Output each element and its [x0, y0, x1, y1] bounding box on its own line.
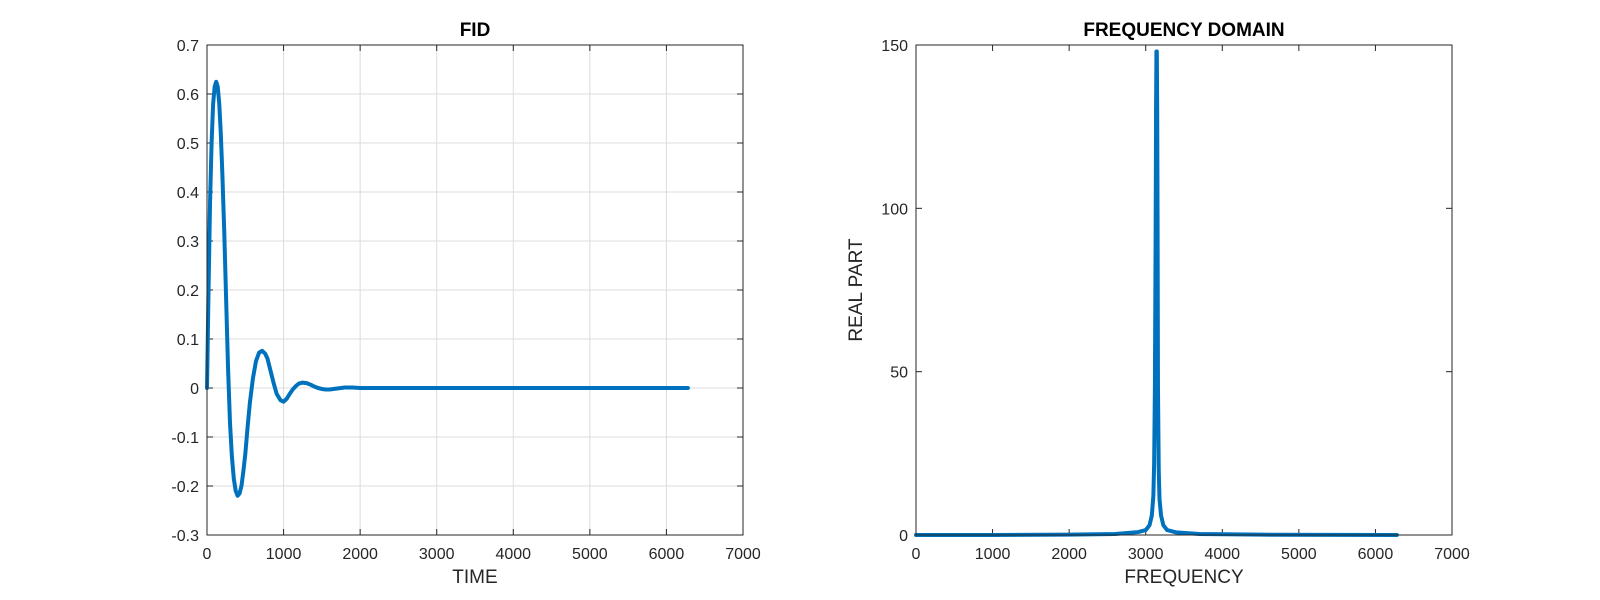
fid-y-tick-label: 0.7	[177, 38, 199, 55]
frequency-title: FREQUENCY DOMAIN	[1083, 20, 1284, 41]
fid-x-tick-label: 0	[203, 546, 212, 563]
fid-x-axis-label: TIME	[452, 567, 497, 588]
fid-x-tick-labels: 0 1000 2000 3000 4000 5000 6000 7000	[203, 546, 761, 563]
fid-y-tick-label: 0.6	[177, 87, 199, 104]
fid-y-tick-label: 0.1	[177, 332, 199, 349]
frequency-series-line	[914, 49, 1399, 537]
fid-axes-frame	[206, 44, 744, 536]
fid-y-tick-label: 0.3	[177, 234, 199, 251]
fid-y-tick-label: -0.1	[171, 430, 199, 447]
frequency-panel: 0 1000 2000 3000 4000 5000 6000 7000 050100150 …	[846, 20, 1470, 588]
freq-y-tick-label: 50	[890, 365, 908, 382]
frequency-tick-marks	[915, 44, 1453, 536]
fid-y-tick-label: -0.3	[171, 528, 199, 545]
freq-y-tick-label: 100	[881, 201, 908, 218]
fid-x-tick-label: 6000	[649, 546, 685, 563]
fid-x-tick-label: 3000	[419, 546, 455, 563]
fid-y-tick-label: 0.5	[177, 136, 199, 153]
freq-y-tick-label: 150	[881, 38, 908, 55]
frequency-axes-frame	[915, 44, 1453, 536]
frequency-y-tick-labels: 0 50 100 150	[881, 38, 908, 545]
fid-panel: 0 1000 2000 3000 4000 5000 6000 7000 -0.3-0.2-0…	[171, 20, 760, 588]
fid-x-tick-label: 1000	[266, 546, 302, 563]
fid-x-tick-label: 5000	[572, 546, 608, 563]
fid-y-tick-label: 0.2	[177, 283, 199, 300]
frequency-y-axis-label: REAL PART	[846, 238, 867, 342]
fid-y-tick-label: -0.2	[171, 479, 199, 496]
fid-y-tick-labels: -0.3 -0.2 -0.1 0 0.1 0.2 0.3 0.4 0.5 0.6 0.7	[171, 38, 199, 545]
freq-x-tick-label: 3000	[1128, 546, 1164, 563]
frequency-x-axis-label: FREQUENCY	[1124, 567, 1244, 588]
freq-x-tick-label: 2000	[1051, 546, 1087, 563]
fid-title: FID	[460, 20, 491, 41]
fid-grid	[206, 44, 744, 536]
fid-x-tick-label: 4000	[495, 546, 531, 563]
fid-y-tick-label: 0.4	[177, 185, 199, 202]
freq-y-tick-label: 0	[899, 528, 908, 545]
frequency-x-tick-labels: 0 1000 2000 3000 4000 5000 6000 7000	[912, 546, 1470, 563]
freq-x-tick-label: 4000	[1204, 546, 1240, 563]
freq-x-tick-label: 5000	[1281, 546, 1317, 563]
fid-series-line	[205, 79, 690, 498]
freq-x-tick-label: 6000	[1358, 546, 1394, 563]
freq-x-tick-label: 7000	[1434, 546, 1470, 563]
freq-x-tick-label: 0	[912, 546, 921, 563]
fid-y-tick-label: 0	[190, 381, 199, 398]
fid-tick-marks	[206, 44, 744, 536]
freq-x-tick-label: 1000	[975, 546, 1011, 563]
fid-x-tick-label: 2000	[342, 546, 378, 563]
fid-x-tick-label: 7000	[725, 546, 761, 563]
